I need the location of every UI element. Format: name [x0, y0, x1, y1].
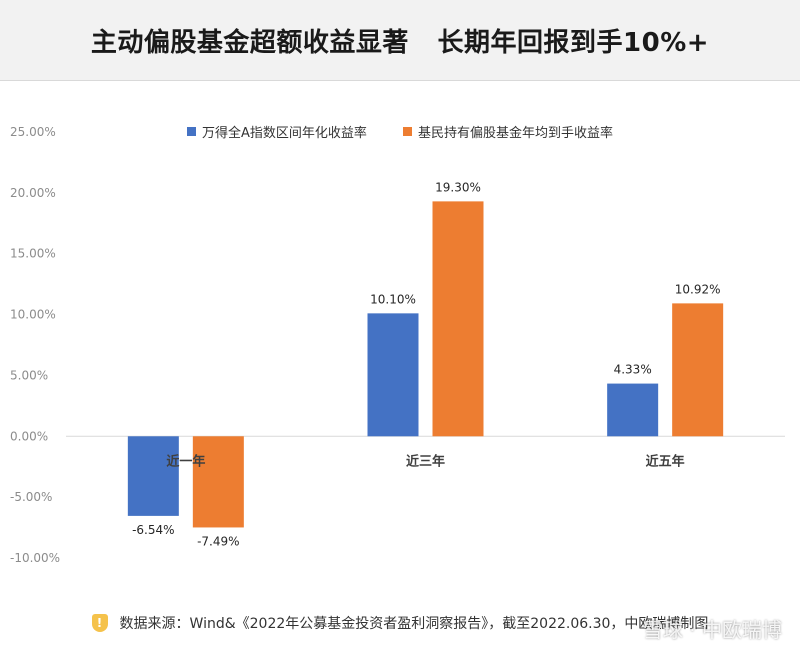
legend-swatch-series-2 — [402, 127, 412, 136]
bar — [367, 313, 419, 437]
y-tick-label: -5.00% — [10, 490, 52, 504]
bar — [127, 436, 179, 516]
y-tick-label: 25.00% — [10, 125, 56, 139]
y-tick-label: 10.00% — [10, 308, 56, 322]
legend-swatch-series-1 — [187, 127, 197, 136]
source-note: ! 数据来源：Wind&《2022年公募基金投资者盈利洞察报告》，截至2022.… — [0, 603, 800, 643]
bar-chart: 25.00% 20.00% 15.00% 10.00% 5.00% 0.00% -5.00%… — [10, 125, 785, 565]
data-label: -7.49% — [197, 534, 239, 548]
data-label: 4.33% — [614, 363, 652, 377]
data-label: -6.54% — [132, 523, 174, 537]
data-label: 10.10% — [370, 292, 416, 306]
legend-label-series-1: 万得全A指数区间年化收益率 — [202, 126, 367, 141]
bar — [432, 201, 484, 437]
chart-legend: 万得全A指数区间年化收益率 基民持有偏股基金年均到手收益率 — [0, 122, 800, 141]
bar — [672, 303, 724, 437]
bar — [607, 383, 659, 437]
x-category-label: 近三年 — [406, 453, 445, 469]
source-text: 数据来源：Wind&《2022年公募基金投资者盈利洞察报告》，截至2022.06… — [119, 616, 709, 632]
page-title: 主动偏股基金超额收益显著 长期年回报到手10%+ — [90, 27, 710, 58]
data-label: 19.30% — [435, 180, 481, 194]
title-bar: 主动偏股基金超额收益显著 长期年回报到手10%+ — [0, 0, 800, 81]
x-category-label: 近一年 — [166, 453, 205, 469]
y-tick-label: 0.00% — [10, 429, 48, 443]
bar — [192, 436, 244, 528]
legend-label-series-2: 基民持有偏股基金年均到手收益率 — [417, 126, 613, 141]
x-category-label: 近五年 — [646, 453, 685, 469]
y-tick-label: 15.00% — [10, 247, 56, 261]
data-label: 10.92% — [675, 282, 721, 296]
y-tick-label: 20.00% — [10, 186, 56, 200]
y-tick-label: -10.00% — [10, 551, 60, 565]
legend-item-series-1: 万得全A指数区间年化收益率 — [187, 122, 367, 141]
watermark: 雪球 · 中欧瑞博 — [642, 618, 782, 642]
y-tick-label: 5.00% — [10, 368, 48, 382]
legend-item-series-2: 基民持有偏股基金年均到手收益率 — [402, 122, 613, 141]
shield-exclamation-icon: ! — [91, 614, 108, 632]
